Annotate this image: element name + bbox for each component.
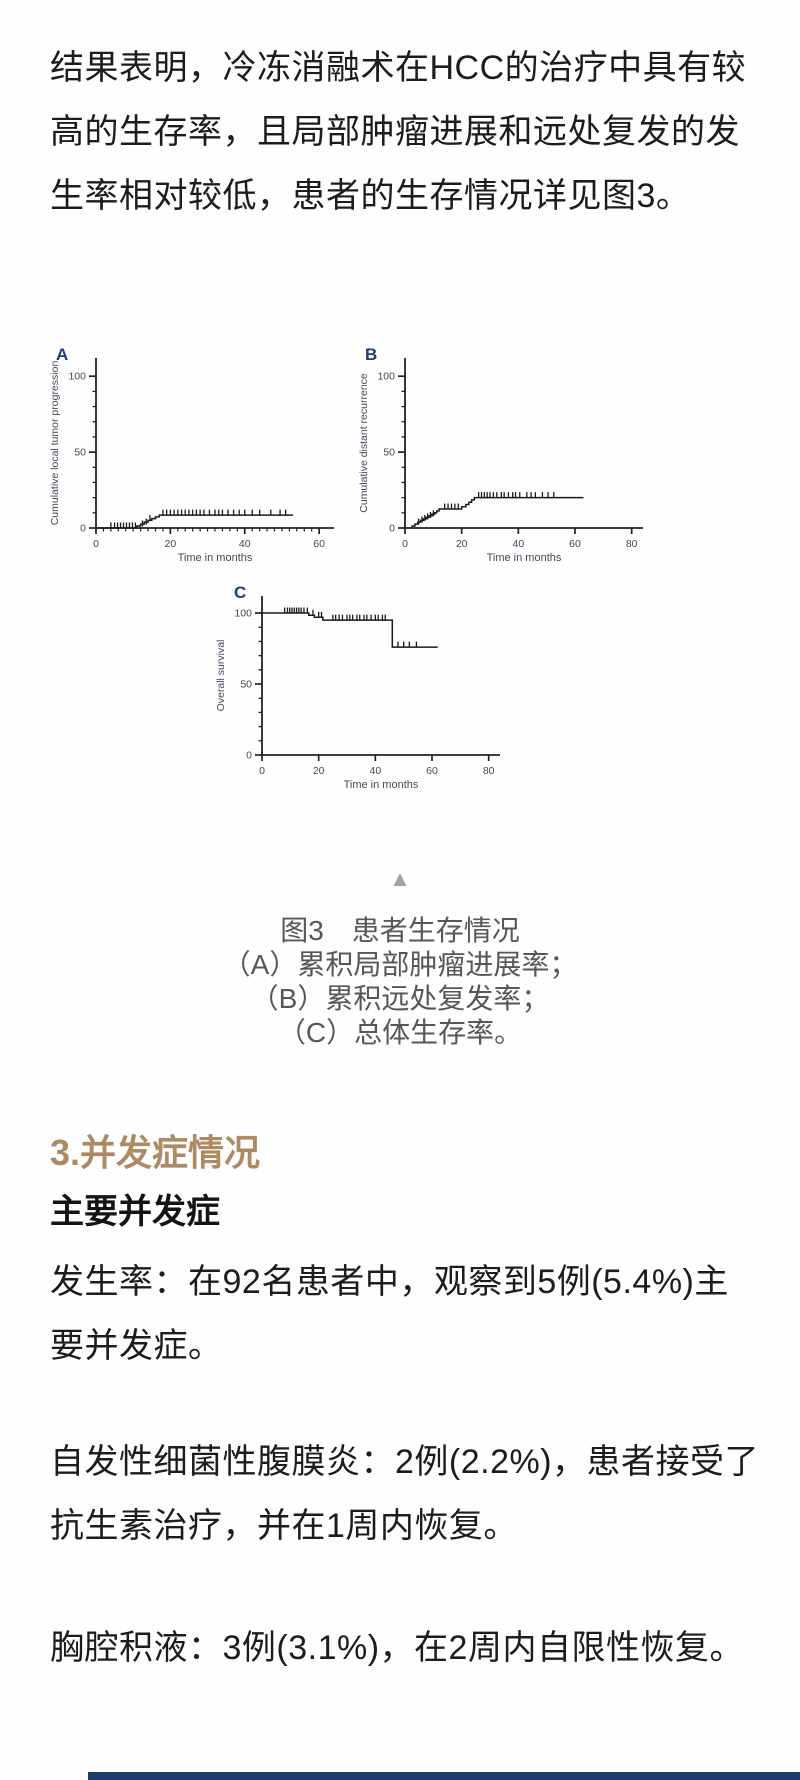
x-tick-label: 0 — [402, 538, 408, 550]
figure-3-survival-charts: 0 50 100 0 20 40 60 Time in months Cumulative lo… — [0, 0, 800, 810]
x-tick-label: 40 — [239, 538, 251, 550]
x-tick-label: 40 — [512, 538, 524, 550]
y-tick-label: 50 — [240, 679, 252, 691]
chart-panel-a-local-tumor-progression: 0 50 100 0 20 40 60 Time in months Cumulative lo… — [49, 345, 334, 564]
intro-paragraph: 结果表明，冷冻消融术在HCC的治疗中具有较高的生存率，且局部肿瘤进展和远处复发的… — [50, 49, 747, 215]
x-tick-label: 60 — [426, 765, 438, 777]
incidence-paragraph: 发生率：在92名患者中，观察到5例(5.4%)主要并发症。 — [50, 1263, 729, 1365]
subsection-heading-major-complications: 主要并发症 — [50, 1193, 220, 1231]
sbp-paragraph: 自发性细菌性腹膜炎：2例(2.2%)，患者接受了抗生素治疗，并在1周内恢复。 — [50, 1443, 760, 1545]
y-tick-label: 100 — [234, 608, 252, 620]
x-axis-label: Time in months — [178, 552, 253, 564]
panel-letter: C — [234, 583, 246, 602]
x-tick-label: 0 — [259, 765, 265, 777]
x-tick-label: 0 — [93, 538, 99, 550]
y-tick-label: 0 — [80, 523, 86, 535]
x-tick-label: 20 — [313, 765, 325, 777]
x-tick-label: 40 — [369, 765, 381, 777]
x-tick-label: 80 — [483, 765, 495, 777]
x-axis-label: Time in months — [344, 779, 419, 791]
x-tick-label: 20 — [165, 538, 177, 550]
pleural-effusion-paragraph: 胸腔积液：3例(3.1%)，在2周内自限性恢复。 — [50, 1629, 744, 1667]
survival-curve — [411, 496, 584, 528]
x-tick-label: 20 — [456, 538, 468, 550]
figure-caption-line-a: （A）累积局部肿瘤进展率； — [222, 949, 578, 980]
x-axis-label: Time in months — [487, 552, 562, 564]
figure-caption-line-b: （B）累积远处复发率； — [250, 983, 550, 1014]
y-axis-label: Cumulative distant recurrence — [358, 373, 370, 513]
chart-panel-b-distant-recurrence: 0 50 100 0 20 40 60 80 Time in months Cumulative … — [358, 345, 643, 564]
x-tick-label: 80 — [626, 538, 638, 550]
chart-panel-c-overall-survival: 0 50 100 0 20 40 60 80 Time in months Overall sur… — [215, 583, 500, 791]
next-section-divider — [88, 1772, 800, 1780]
collapse-arrow-icon[interactable]: ▲ — [389, 866, 411, 891]
x-tick-label: 60 — [569, 538, 581, 550]
y-tick-label: 0 — [389, 523, 395, 535]
x-tick-label: 60 — [313, 538, 325, 550]
y-axis-label: Cumulative local tumor progression — [49, 361, 61, 526]
survival-curve — [96, 514, 294, 529]
figure-caption-title: 图3 患者生存情况 — [280, 915, 520, 946]
y-tick-label: 50 — [74, 447, 86, 459]
y-tick-label: 100 — [377, 371, 395, 383]
figure-caption-line-c: （C）总体生存率。 — [277, 1017, 523, 1048]
y-axis-label: Overall survival — [215, 640, 227, 712]
panel-letter: A — [56, 345, 68, 364]
figure-caption: 图3 患者生存情况 （A）累积局部肿瘤进展率； （B）累积远处复发率； （C）总… — [0, 914, 800, 1050]
y-tick-label: 50 — [383, 447, 395, 459]
panel-letter: B — [365, 345, 377, 364]
y-tick-label: 100 — [68, 371, 86, 383]
y-tick-label: 0 — [246, 750, 252, 762]
section-heading-complications: 3.并发症情况 — [50, 1132, 261, 1173]
